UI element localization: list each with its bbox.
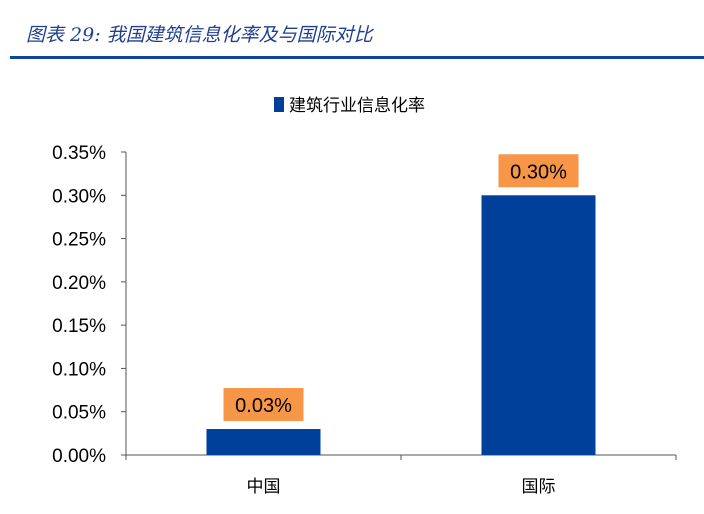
y-tick-label: 0.30% xyxy=(52,186,106,207)
title-divider xyxy=(10,56,704,59)
data-label: 0.03% xyxy=(235,395,292,417)
x-tick-label: 国际 xyxy=(522,477,556,497)
y-tick-label: 0.05% xyxy=(52,403,106,424)
figure-title: 图表 29: 我国建筑信息化率及与国际对比 xyxy=(26,24,373,46)
x-tick-label: 中国 xyxy=(247,477,281,497)
bar-1 xyxy=(206,429,321,455)
y-tick-label: 0.25% xyxy=(52,230,106,251)
bar-2 xyxy=(481,195,596,456)
y-tick-label: 0.15% xyxy=(52,316,106,337)
y-tick-label: 0.35% xyxy=(52,143,106,164)
data-label-bg xyxy=(223,388,304,422)
y-tick-label: 0.00% xyxy=(52,446,106,467)
data-label-bg xyxy=(498,154,579,188)
y-tick-label: 0.10% xyxy=(52,359,106,380)
legend-swatch xyxy=(274,97,284,112)
legend-label: 建筑行业信息化率 xyxy=(289,96,425,116)
data-label: 0.30% xyxy=(510,161,567,183)
y-tick-label: 0.20% xyxy=(52,273,106,294)
